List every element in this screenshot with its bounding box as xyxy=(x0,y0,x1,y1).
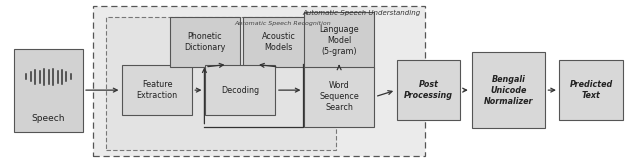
Text: Phonetic
Dictionary: Phonetic Dictionary xyxy=(184,32,226,52)
FancyBboxPatch shape xyxy=(14,49,83,132)
FancyBboxPatch shape xyxy=(397,60,461,120)
Text: Post
Processing: Post Processing xyxy=(404,80,453,100)
Text: Speech: Speech xyxy=(32,114,65,123)
Bar xyxy=(93,6,426,156)
Text: Language
Model
(5-gram): Language Model (5-gram) xyxy=(319,25,359,56)
FancyBboxPatch shape xyxy=(122,65,192,115)
Text: Word
Sequence
Search: Word Sequence Search xyxy=(319,81,359,112)
Text: Automatic Speech Recognition: Automatic Speech Recognition xyxy=(235,21,332,26)
FancyBboxPatch shape xyxy=(472,52,545,128)
FancyBboxPatch shape xyxy=(205,65,275,115)
FancyBboxPatch shape xyxy=(243,17,314,67)
Bar xyxy=(106,17,336,150)
FancyBboxPatch shape xyxy=(304,67,374,127)
Text: Bengali
Unicode
Normalizer: Bengali Unicode Normalizer xyxy=(484,74,533,106)
Text: Feature
Extraction: Feature Extraction xyxy=(136,80,178,100)
Text: Decoding: Decoding xyxy=(221,86,259,95)
Text: Acoustic
Models: Acoustic Models xyxy=(262,32,296,52)
FancyBboxPatch shape xyxy=(559,60,623,120)
FancyBboxPatch shape xyxy=(170,17,240,67)
Text: Predicted
Text: Predicted Text xyxy=(570,80,613,100)
FancyBboxPatch shape xyxy=(304,12,374,69)
Text: Automatic Speech Understanding: Automatic Speech Understanding xyxy=(303,10,421,16)
